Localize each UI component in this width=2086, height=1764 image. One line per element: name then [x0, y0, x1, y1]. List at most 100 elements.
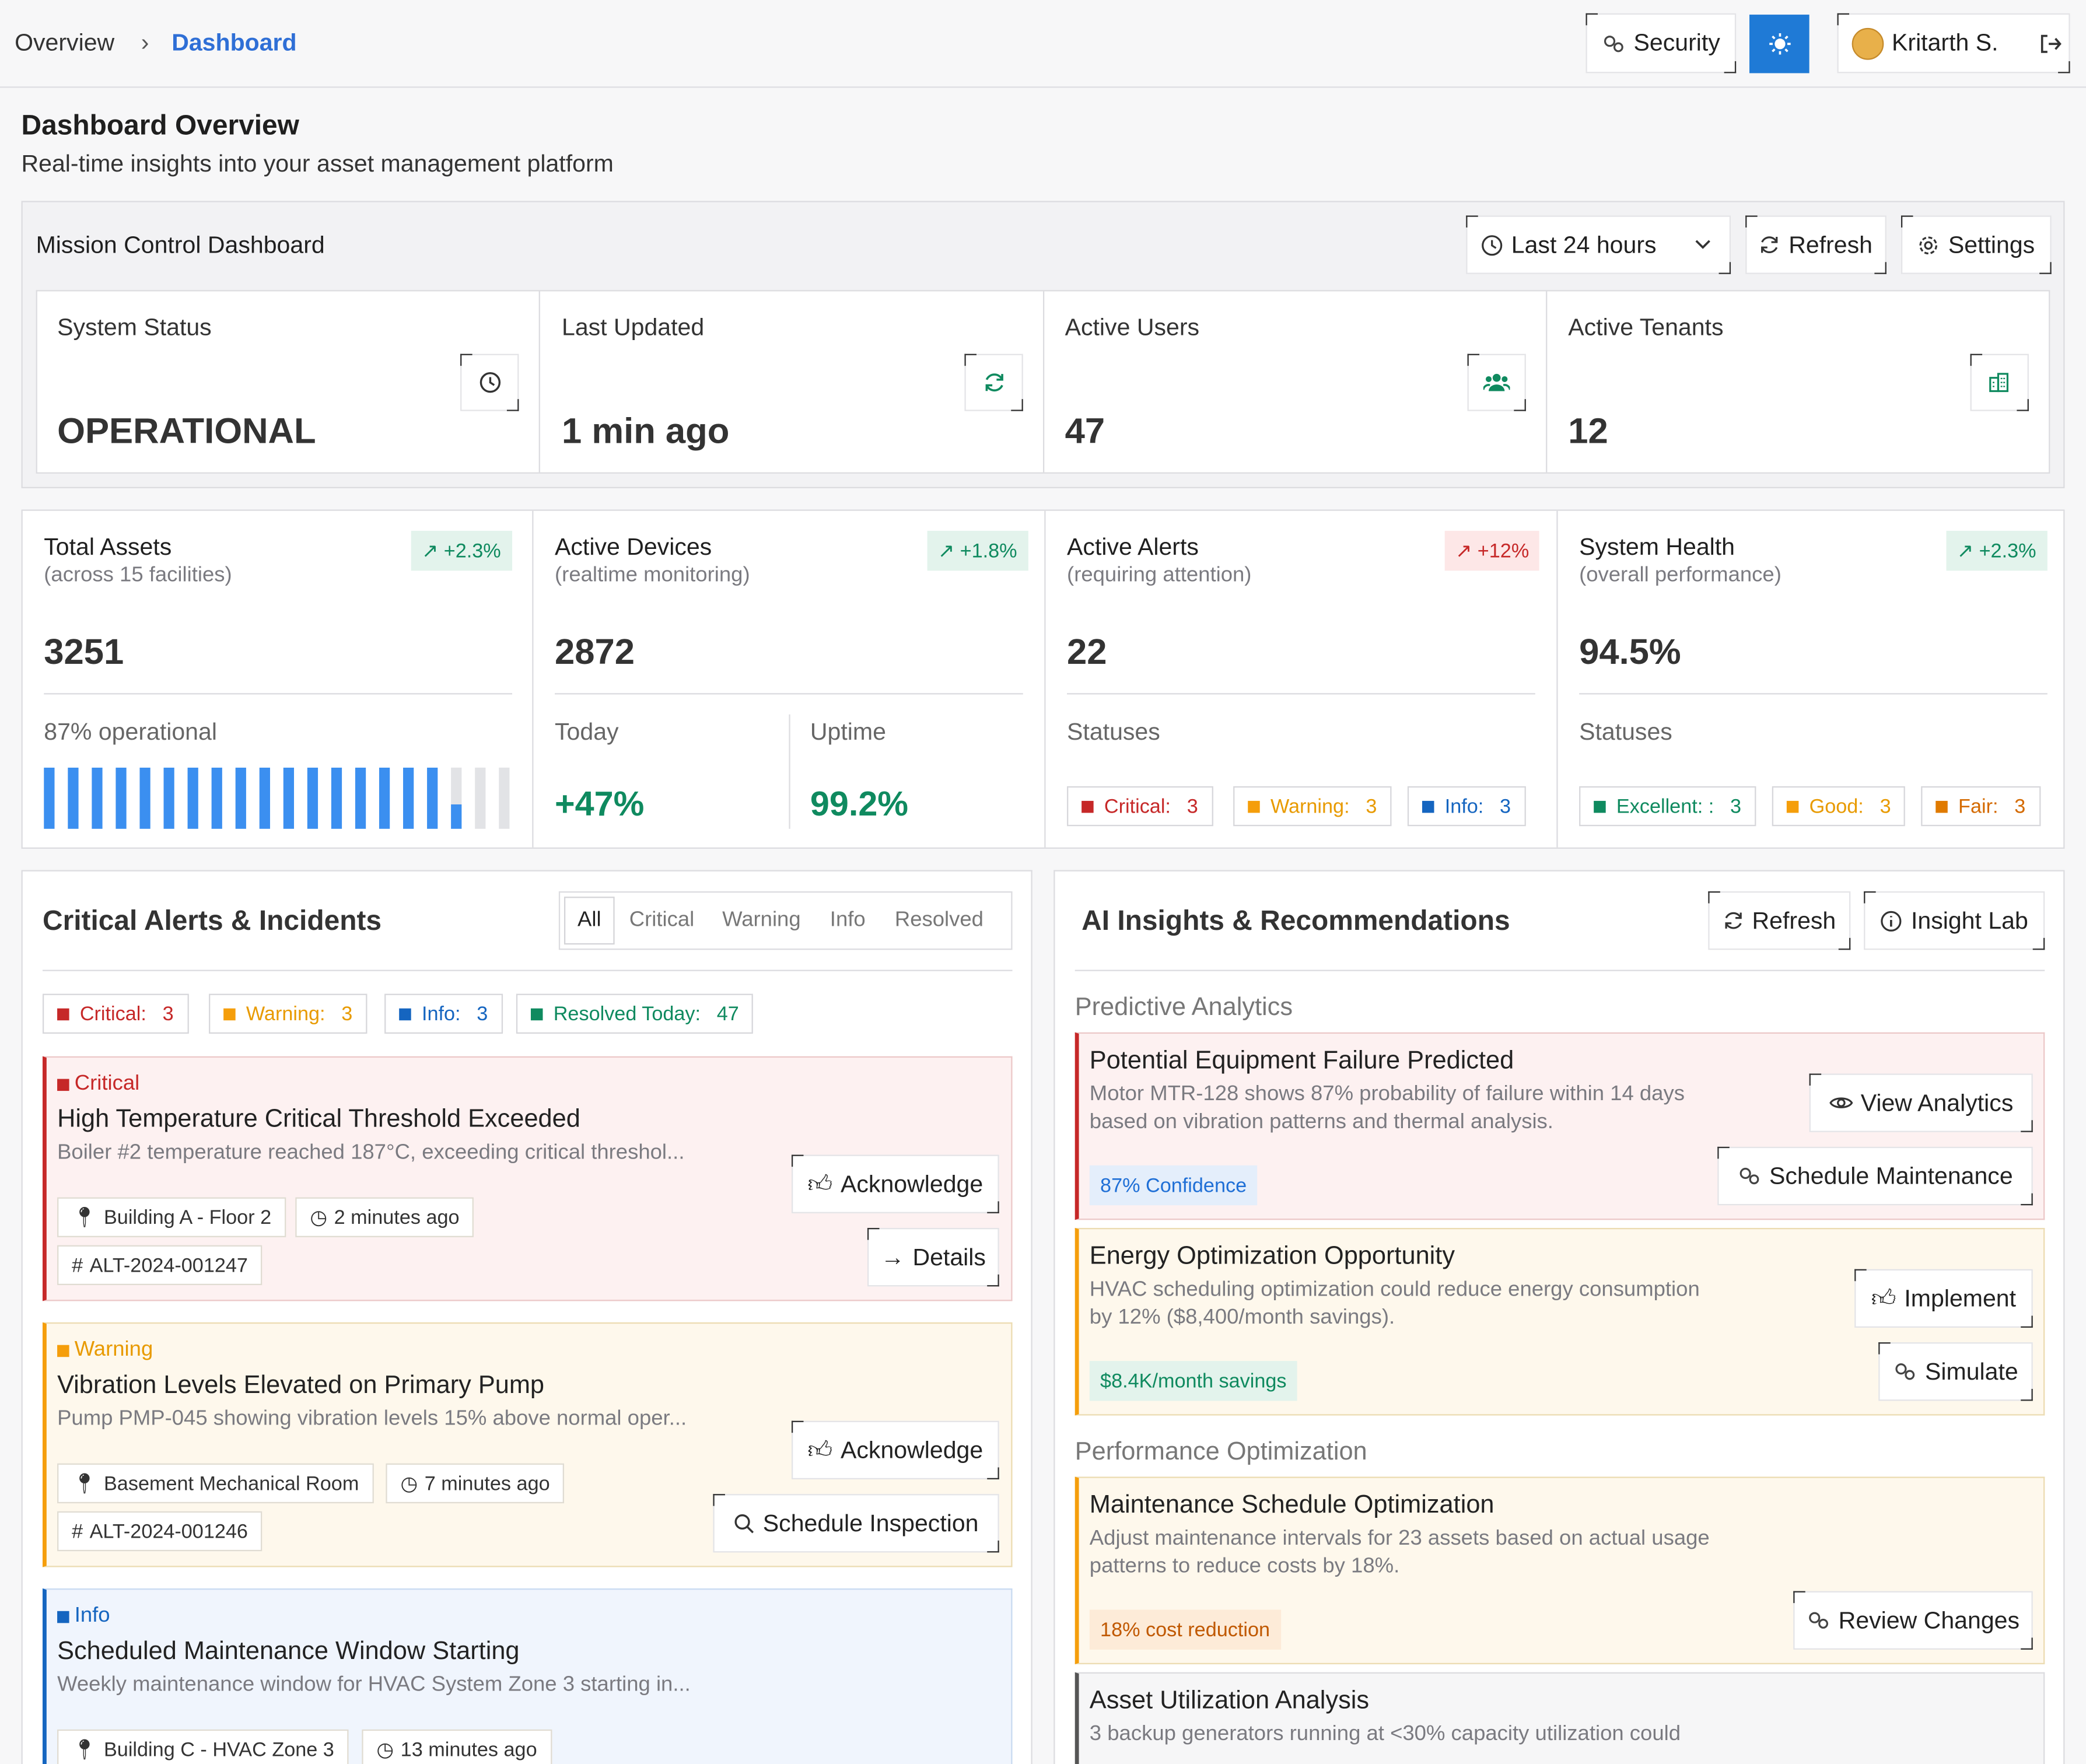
location-text: Basement Mechanical Room	[103, 1472, 359, 1495]
status-chip-fair[interactable]: Fair: 3	[1921, 786, 2041, 827]
details-button[interactable]: → Details	[867, 1227, 999, 1287]
bar-segment	[187, 767, 198, 829]
alert-title: Vibration Levels Elevated on Primary Pum…	[57, 1371, 545, 1400]
time-tag: ◷ 13 minutes ago	[362, 1729, 552, 1764]
logout-icon[interactable]	[2038, 32, 2062, 55]
divider	[42, 970, 1013, 971]
status-chip-excellent[interactable]: Excellent: : 3	[1579, 786, 1756, 827]
button-label: Details	[912, 1243, 986, 1270]
schedule-inspection-button[interactable]: Schedule Inspection	[713, 1494, 999, 1553]
insights-refresh-button[interactable]: Refresh	[1708, 891, 1851, 950]
alerts-panel: Critical Alerts & Incidents All Critical…	[21, 870, 1032, 1764]
button-label: View Analytics	[1860, 1088, 2014, 1116]
pin-icon: 📍︎	[72, 1206, 97, 1230]
user-name: Kritarth S.	[1892, 29, 1999, 56]
chip-label: Fair:	[1958, 794, 1999, 818]
breadcrumb-dashboard[interactable]: Dashboard	[172, 29, 297, 56]
kpi-label: Active Devices	[555, 533, 712, 561]
summary-info[interactable]: Info: 3	[384, 993, 503, 1034]
critical-square-icon	[57, 1007, 69, 1020]
trend-value: +2.3%	[1979, 539, 2036, 562]
status-card: System Status OPERATIONAL	[37, 291, 541, 473]
mission-cards: System Status OPERATIONAL Last Updated 1…	[36, 290, 2050, 474]
tab-critical[interactable]: Critical	[629, 908, 695, 932]
settings-label: Settings	[1948, 230, 2035, 258]
alert-description: Boiler #2 temperature reached 187°C, exc…	[57, 1141, 685, 1164]
status-chip-info[interactable]: Info: 3	[1407, 786, 1526, 827]
insight-lab-button[interactable]: Insight Lab	[1864, 891, 2045, 950]
operational-bar	[44, 767, 512, 829]
summary-resolved[interactable]: Resolved Today: 47	[516, 993, 754, 1034]
active-users-card: Active Users 47	[1044, 291, 1547, 473]
arrow-right-icon: →	[880, 1243, 905, 1270]
alert-card-warning[interactable]: Warning Vibration Levels Elevated on Pri…	[42, 1322, 1013, 1567]
alert-id: ALT-2024-001246	[89, 1520, 248, 1543]
tab-info[interactable]: Info	[830, 908, 866, 932]
summary-warning[interactable]: Warning: 3	[209, 993, 368, 1034]
thumbs-up-icon: 👍︎	[807, 1170, 833, 1198]
insight-card-utilization[interactable]: Asset Utilization Analysis 3 backup gene…	[1074, 1672, 2045, 1764]
fair-square-icon	[1936, 800, 1948, 813]
time-text: 2 minutes ago	[334, 1206, 460, 1229]
section-predictive-analytics: Predictive Analytics	[1074, 993, 1293, 1022]
mission-refresh-button[interactable]: Refresh	[1745, 215, 1887, 274]
status-chip-critical[interactable]: Critical: 3	[1067, 786, 1213, 827]
gears-icon	[1737, 1164, 1761, 1188]
kpi-label: System Health	[1579, 533, 1735, 561]
alert-card-critical[interactable]: Critical High Temperature Critical Thres…	[42, 1056, 1013, 1301]
clock-icon: ◷	[376, 1738, 394, 1762]
alerts-panel-title: Critical Alerts & Incidents	[42, 906, 382, 937]
kpi-label: Total Assets	[44, 533, 172, 561]
warning-square-icon	[1248, 800, 1260, 813]
view-analytics-button[interactable]: View Analytics	[1809, 1073, 2033, 1132]
mission-settings-button[interactable]: Settings	[1901, 215, 2052, 274]
insights-panel: AI Insights & Recommendations Refresh In…	[1054, 870, 2065, 1764]
tab-resolved[interactable]: Resolved	[894, 908, 984, 932]
gears-icon	[1807, 1608, 1831, 1632]
theme-toggle-button[interactable]	[1749, 15, 1810, 74]
acknowledge-button[interactable]: 👍︎ Acknowledge	[791, 1154, 999, 1213]
review-changes-button[interactable]: Review Changes	[1793, 1591, 2033, 1650]
user-menu[interactable]: Kritarth S.	[1837, 13, 2070, 74]
info-square-icon	[399, 1007, 411, 1020]
status-chip-warning[interactable]: Warning: 3	[1233, 786, 1392, 827]
last-updated-value: 1 min ago	[561, 411, 730, 452]
alert-card-info[interactable]: Info Scheduled Maintenance Window Starti…	[42, 1588, 1013, 1764]
schedule-maintenance-button[interactable]: Schedule Maintenance	[1717, 1146, 2033, 1206]
trend-value: +2.3%	[443, 539, 501, 562]
bar-segment	[403, 767, 414, 829]
trend-badge: ↗ +1.8%	[927, 530, 1028, 571]
tab-warning[interactable]: Warning	[722, 908, 801, 932]
alert-description: Weekly maintenance window for HVAC Syste…	[57, 1673, 691, 1696]
divider	[555, 693, 1023, 695]
tab-all[interactable]: All	[564, 897, 615, 945]
pin-icon: 📍︎	[72, 1738, 97, 1762]
card-label: Active Users	[1065, 314, 1200, 341]
kpi-value: 2872	[555, 632, 635, 672]
gears-icon	[1602, 32, 1626, 55]
insight-description: HVAC scheduling optimization could reduc…	[1089, 1278, 1700, 1301]
insight-card-energy[interactable]: Energy Optimization Opportunity HVAC sch…	[1074, 1227, 2045, 1416]
insight-card-maintenance[interactable]: Maintenance Schedule Optimization Adjust…	[1074, 1476, 2045, 1665]
chevron-down-icon	[1693, 238, 1712, 251]
status-chip-good[interactable]: Good: 3	[1772, 786, 1906, 827]
time-text: 13 minutes ago	[400, 1738, 537, 1761]
gears-icon	[1893, 1360, 1917, 1384]
trend-value: +12%	[1477, 539, 1530, 562]
alert-id-tag: # ALT-2024-001247	[57, 1245, 263, 1286]
critical-square-icon	[57, 1078, 69, 1090]
hash-icon: #	[72, 1520, 83, 1543]
kpi-value: 22	[1067, 632, 1107, 672]
breadcrumb-overview[interactable]: Overview	[15, 29, 115, 56]
location-tag: 📍︎ Basement Mechanical Room	[57, 1463, 374, 1504]
simulate-button[interactable]: Simulate	[1878, 1342, 2033, 1401]
summary-critical[interactable]: Critical: 3	[42, 993, 188, 1034]
acknowledge-button[interactable]: 👍︎ Acknowledge	[791, 1420, 999, 1480]
security-button[interactable]: Security	[1586, 13, 1737, 74]
insight-card-failure[interactable]: Potential Equipment Failure Predicted Mo…	[1074, 1032, 2045, 1220]
implement-button[interactable]: 👍︎ Implement	[1854, 1269, 2033, 1328]
insight-description: Motor MTR-128 shows 87% probability of f…	[1089, 1083, 1685, 1106]
today-label: Today	[555, 718, 619, 746]
time-range-select[interactable]: Last 24 hours	[1466, 215, 1731, 274]
